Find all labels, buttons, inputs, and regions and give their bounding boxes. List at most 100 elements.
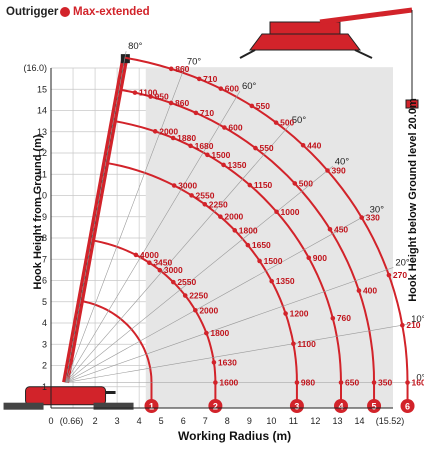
section-badge-icon [367, 399, 382, 413]
crane-body [25, 386, 107, 406]
load-label: 860 [175, 64, 189, 74]
load-point [213, 380, 218, 385]
load-label: 550 [256, 101, 270, 111]
y-tick-label: 10 [37, 191, 47, 201]
x-tick-label: 14 [354, 416, 364, 426]
boom-angle-ray [65, 323, 410, 383]
boom-angle-ray [65, 166, 333, 383]
section-badge-icon [400, 399, 415, 413]
section-badge-number: 6 [405, 402, 410, 412]
load-point [222, 125, 227, 130]
x-tick-label: 4 [137, 416, 142, 426]
load-label: 2250 [209, 199, 228, 209]
right-axis-label: Hook Height below Ground level 20.0m [407, 98, 419, 302]
y-tick-label: 9 [42, 212, 47, 222]
load-point [356, 288, 362, 293]
boom-angle-ray [65, 214, 368, 383]
crane-track-left [3, 402, 44, 410]
x-tick-label: 12 [310, 416, 320, 426]
load-label: 1880 [177, 133, 196, 143]
load-label: 1650 [252, 240, 271, 250]
load-label: 950 [155, 92, 169, 102]
load-label: 400 [363, 286, 377, 296]
x-tick-label: (0.66) [60, 416, 84, 426]
load-label: 1680 [195, 141, 214, 151]
section-badge-number: 2 [213, 402, 218, 412]
boom-angle-label: 0° [416, 373, 424, 384]
load-label: 650 [345, 378, 359, 388]
load-point [182, 293, 188, 298]
y-tick-label: 12 [37, 148, 47, 158]
load-label: 390 [332, 166, 346, 176]
load-label: 270 [393, 270, 407, 280]
x-tick-label: 13 [332, 416, 342, 426]
load-point [218, 86, 224, 91]
load-label: 600 [225, 84, 239, 94]
load-label: 3450 [153, 258, 172, 268]
boom-angle-ray [65, 267, 394, 383]
load-point [325, 168, 330, 173]
load-point [205, 152, 210, 158]
load-label: 600 [228, 122, 242, 132]
load-label: 440 [307, 140, 321, 150]
load-point [147, 260, 152, 266]
load-point [294, 380, 300, 385]
load-label: 2250 [189, 291, 208, 301]
load-label: 710 [200, 108, 214, 118]
load-label: 760 [337, 313, 351, 323]
load-point [221, 162, 226, 168]
boom-angle-label: 50° [292, 115, 307, 126]
y-tick-label: 14 [37, 106, 47, 116]
load-point [196, 76, 202, 82]
y-axis-label: Hook Height from Ground (m) [32, 134, 44, 290]
load-label: 1500 [211, 150, 230, 160]
section-badge-icon [289, 399, 304, 413]
section-badge-icon [208, 399, 223, 413]
load-label: 1000 [281, 207, 300, 217]
x-tick-label: 11 [289, 416, 298, 426]
load-point [269, 278, 275, 284]
boom-angle-label: 60° [242, 81, 257, 92]
load-point [148, 94, 153, 99]
load-label: 330 [366, 213, 380, 223]
load-point [132, 90, 138, 95]
load-point [171, 279, 176, 285]
x-tick-label: 8 [225, 416, 230, 426]
load-point [193, 307, 198, 313]
section-badge-number: 3 [294, 402, 299, 412]
load-point [168, 66, 174, 72]
load-label: 350 [378, 378, 392, 388]
y-tick-label: 8 [42, 233, 47, 243]
load-label: 2000 [159, 126, 178, 136]
load-point [338, 380, 344, 385]
y-tick-label: (16.0) [23, 63, 47, 73]
x-tick-label: 5 [159, 416, 164, 426]
boom-angle-ray [65, 51, 127, 383]
load-point [211, 360, 217, 365]
x-axis-label: Working Radius (m) [178, 429, 292, 443]
load-point [253, 145, 258, 151]
load-label: 860 [175, 98, 189, 108]
load-label: 3000 [178, 180, 197, 190]
boom-angle-ray [65, 91, 241, 383]
load-label: 2000 [224, 212, 243, 222]
load-label: 1200 [290, 309, 309, 319]
load-label: 210 [406, 320, 420, 330]
load-point [274, 209, 279, 215]
load-label: 500 [299, 178, 313, 188]
load-label: 1630 [218, 357, 237, 367]
load-label: 1350 [228, 160, 247, 170]
mode-label: Max-extended [73, 6, 150, 18]
y-tick-label: 3 [42, 339, 47, 349]
load-point [386, 272, 392, 278]
load-point [291, 341, 296, 347]
load-label: 710 [203, 74, 217, 84]
x-tick-label: 2 [93, 416, 98, 426]
load-point [245, 242, 251, 248]
load-label: 1150 [254, 180, 273, 190]
load-point [218, 214, 223, 219]
load-point [202, 202, 208, 207]
load-point [371, 380, 377, 385]
boom-angle-label: 70° [187, 56, 202, 67]
